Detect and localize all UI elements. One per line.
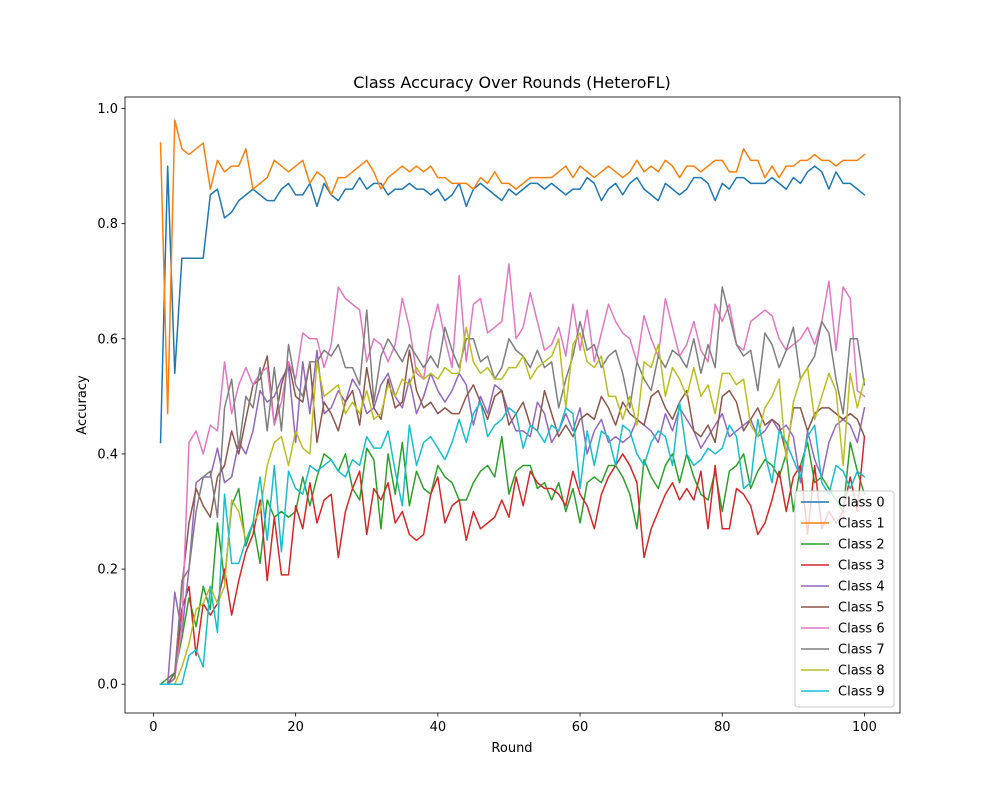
- legend-label-class-0: Class 0: [838, 496, 885, 511]
- y-tick-label: 0.8: [97, 217, 118, 232]
- chart-title: Class Accuracy Over Rounds (HeteroFL): [353, 73, 671, 92]
- legend-label-class-4: Class 4: [838, 580, 885, 595]
- legend-label-class-2: Class 2: [838, 538, 885, 553]
- y-axis-label: Accuracy: [75, 375, 90, 435]
- series-line-class-7: [159, 286, 866, 685]
- legend-box: [794, 490, 895, 708]
- plot-frame: [124, 96, 901, 714]
- axes-layer: 0 20 40 60 80 100 0.0 0.2 0.4 0.6 0.8 1.0: [97, 96, 901, 735]
- legend-label-class-1: Class 1: [838, 517, 885, 532]
- legend-label-class-3: Class 3: [838, 559, 885, 574]
- x-tick-label: 80: [714, 720, 731, 735]
- x-axis-label: Round: [491, 741, 532, 756]
- y-tick-label: 0.6: [97, 332, 118, 347]
- x-tick-label: 60: [572, 720, 589, 735]
- x-tick-label: 0: [149, 720, 157, 735]
- y-tick-label: 0.4: [97, 447, 118, 462]
- x-tick-label: 100: [852, 720, 877, 735]
- series-line-class-8: [159, 326, 866, 685]
- x-tick-label: 40: [430, 720, 447, 735]
- x-tick-label: 20: [287, 720, 304, 735]
- series-line-class-4: [159, 349, 866, 685]
- y-tick-label: 0.0: [97, 678, 118, 693]
- legend-label-class-5: Class 5: [838, 601, 885, 616]
- series-layer: [159, 119, 866, 686]
- y-tick-label: 1.0: [97, 102, 118, 117]
- series-line-class-6: [159, 263, 866, 685]
- series-line-class-9: [159, 401, 866, 685]
- series-line-class-1: [159, 119, 866, 415]
- legend-label-class-6: Class 6: [838, 622, 885, 637]
- series-line-class-0: [159, 165, 866, 444]
- legend-label-class-9: Class 9: [838, 685, 885, 700]
- legend: Class 0 Class 1 Class 2 Class 3 Class 4 Class…: [794, 490, 895, 708]
- legend-label-class-8: Class 8: [838, 664, 885, 679]
- y-tick-label: 0.2: [97, 563, 118, 578]
- legend-label-class-7: Class 7: [838, 643, 885, 658]
- series-line-class-3: [159, 435, 866, 685]
